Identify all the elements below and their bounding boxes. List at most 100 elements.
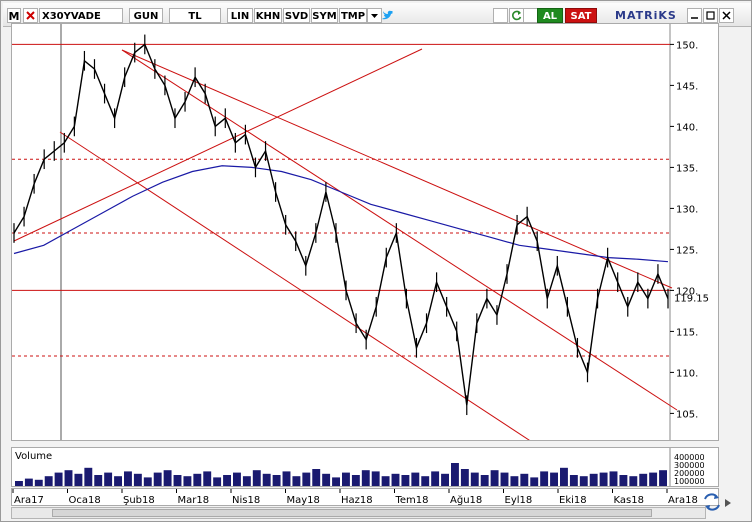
toolbar-small-button[interactable] [493,8,508,23]
sync-arrows-icon [704,493,720,511]
volume-bar [530,477,539,486]
time-axis-label: Kas18 [614,495,644,506]
volume-bar [292,476,301,486]
volume-bar [421,476,430,486]
volume-bar [124,471,132,486]
volume-bar [401,475,410,486]
trendline-upper-falling [121,49,673,289]
volume-bar [550,472,558,486]
price-chart[interactable]: 119.15 150. 145. 140. 135. 130. 125. 120. 115. 1… [11,23,719,441]
buy-button[interactable]: AL [537,8,563,23]
volume-tick-label: 100000 [674,477,705,486]
horizontal-scrollbar[interactable] [11,507,706,519]
sell-button[interactable]: SAT [565,8,597,23]
period-button[interactable]: GUN [129,8,163,23]
brand-logo: MATRiKS [615,9,677,22]
volume-bar [470,472,479,486]
trendline-rising [13,48,423,242]
volume-bar [391,473,400,486]
price-axis-label: 150. [676,40,698,51]
tmp-button[interactable]: TMP [339,8,367,23]
maximize-window-icon[interactable] [703,8,718,23]
volume-bar [540,471,549,486]
volume-bar [579,476,588,486]
currency-button[interactable]: TL [169,8,221,23]
volume-bar [371,471,380,486]
close-symbol-icon[interactable] [23,8,38,23]
price-axis-label: 105. [676,409,698,420]
volume-bar [302,472,311,486]
price-axis-label: 135. [676,163,698,174]
scrollbar-thumb[interactable] [52,509,652,517]
volume-bar [94,475,103,486]
time-axis-label: May18 [287,495,320,506]
dropdown-arrow-icon[interactable] [367,8,382,23]
refresh-icon[interactable] [509,8,524,23]
volume-bar [629,476,638,486]
last-price-label: 119.15 [674,293,709,304]
close-window-icon[interactable] [719,8,734,23]
khn-button[interactable]: KHN [254,8,282,23]
time-axis-label: Eki18 [559,495,587,506]
volume-bar [104,472,113,486]
twitter-icon[interactable] [381,8,396,23]
time-axis: Ara17 Oca18 Şub18 Mar18 Nis18 May18 Haz18 Tem18… [11,488,719,506]
volume-label: Volume [15,451,52,462]
volume-bar [133,473,142,486]
volume-bar [272,475,281,486]
volume-tick-label: 200000 [674,469,705,478]
volume-bar [599,472,608,486]
trendline-lower-falling [59,131,530,440]
price-axis-label: 140. [676,122,698,133]
volume-bar [114,476,122,486]
volume-bar [143,477,152,486]
price-axis-label: 120. [676,286,698,297]
time-axis-label: Ağu18 [450,494,482,506]
volume-bar [480,475,489,486]
volume-bar [451,463,459,486]
menu-m-button[interactable]: M [7,8,21,23]
time-axis-label: Şub18 [123,495,155,506]
price-series-line [13,43,669,406]
toolbar-small-button-2[interactable] [523,8,538,23]
volume-bar [441,473,449,486]
volume-bar [639,473,648,486]
chart-settings-corner[interactable] [701,491,741,519]
volume-bar [262,473,271,486]
volume-bar [351,475,360,486]
time-axis-label: Ara17 [14,495,44,506]
price-axis-label: 110. [676,368,698,379]
volume-bar [609,471,618,486]
volume-bar [659,470,667,486]
scale-button[interactable]: LIN [227,8,253,23]
volume-bar [490,470,499,486]
svd-button[interactable]: SVD [283,8,310,23]
volume-bar [589,473,598,486]
sym-button[interactable]: SYM [311,8,338,23]
volume-bar [312,469,321,486]
volume-bar [322,473,331,486]
scroll-arrow-icon [725,499,731,507]
minimize-window-icon[interactable] [687,8,702,23]
volume-bar [332,477,340,486]
volume-bar [460,469,469,486]
volume-bar [183,476,192,486]
volume-bar [233,472,241,486]
symbol-field[interactable]: X30YVADE [39,8,123,23]
price-axis-label: 115. [676,327,698,338]
volume-bar [213,477,222,486]
time-axis-label: Haz18 [341,495,373,506]
volume-bar [411,472,420,486]
volume-bar [569,475,578,486]
volume-bar [223,475,231,486]
volume-bar [64,470,73,486]
volume-bar [242,476,251,486]
volume-bar [54,472,63,486]
volume-bar [163,470,172,486]
time-axis-label: Mar18 [178,495,210,506]
volume-tick-label: 400000 [674,453,705,462]
volume-tick-label: 300000 [674,461,705,470]
volume-bar [24,478,33,486]
volume-bar [173,475,182,486]
